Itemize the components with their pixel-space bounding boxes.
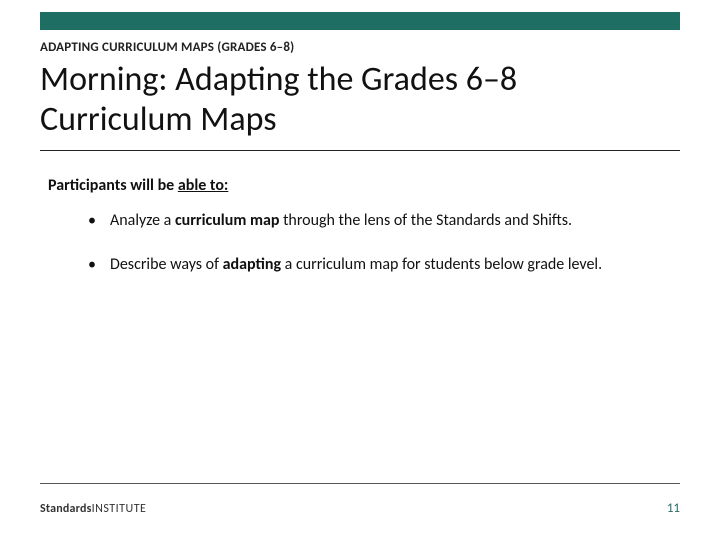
bullet-list: Analyze a curriculum map through the len… <box>88 210 650 297</box>
list-item: Describe ways of adapting a curriculum m… <box>88 254 650 276</box>
logo-thin: INSTITUTE <box>92 502 147 516</box>
bullet-pre: Describe ways of <box>110 255 223 274</box>
list-item: Analyze a curriculum map through the len… <box>88 210 650 232</box>
slide: ADAPTING CURRICULUM MAPS (GRADES 6–8) Mo… <box>0 0 720 540</box>
footer-divider <box>40 483 680 484</box>
slide-title: Morning: Adapting the Grades 6–8 Curricu… <box>40 60 660 140</box>
lead-line: Participants will be able to: <box>48 176 228 195</box>
lead-underlined: able to: <box>178 176 229 195</box>
footer-logo: StandardsINSTITUTE <box>40 502 146 516</box>
bullet-post: through the lens of the Standards and Sh… <box>279 211 572 230</box>
logo-bold: Standards <box>40 502 92 516</box>
title-divider <box>40 150 680 151</box>
bullet-bold: curriculum map <box>175 211 280 230</box>
lead-prefix: Participants will be <box>48 176 178 195</box>
top-accent-bar <box>40 12 680 30</box>
bullet-post: a curriculum map for students below grad… <box>281 255 602 274</box>
bullet-pre: Analyze a <box>110 211 175 230</box>
bullet-bold: adapting <box>223 255 281 274</box>
eyebrow-text: ADAPTING CURRICULUM MAPS (GRADES 6–8) <box>40 40 294 55</box>
page-number: 11 <box>667 501 680 516</box>
